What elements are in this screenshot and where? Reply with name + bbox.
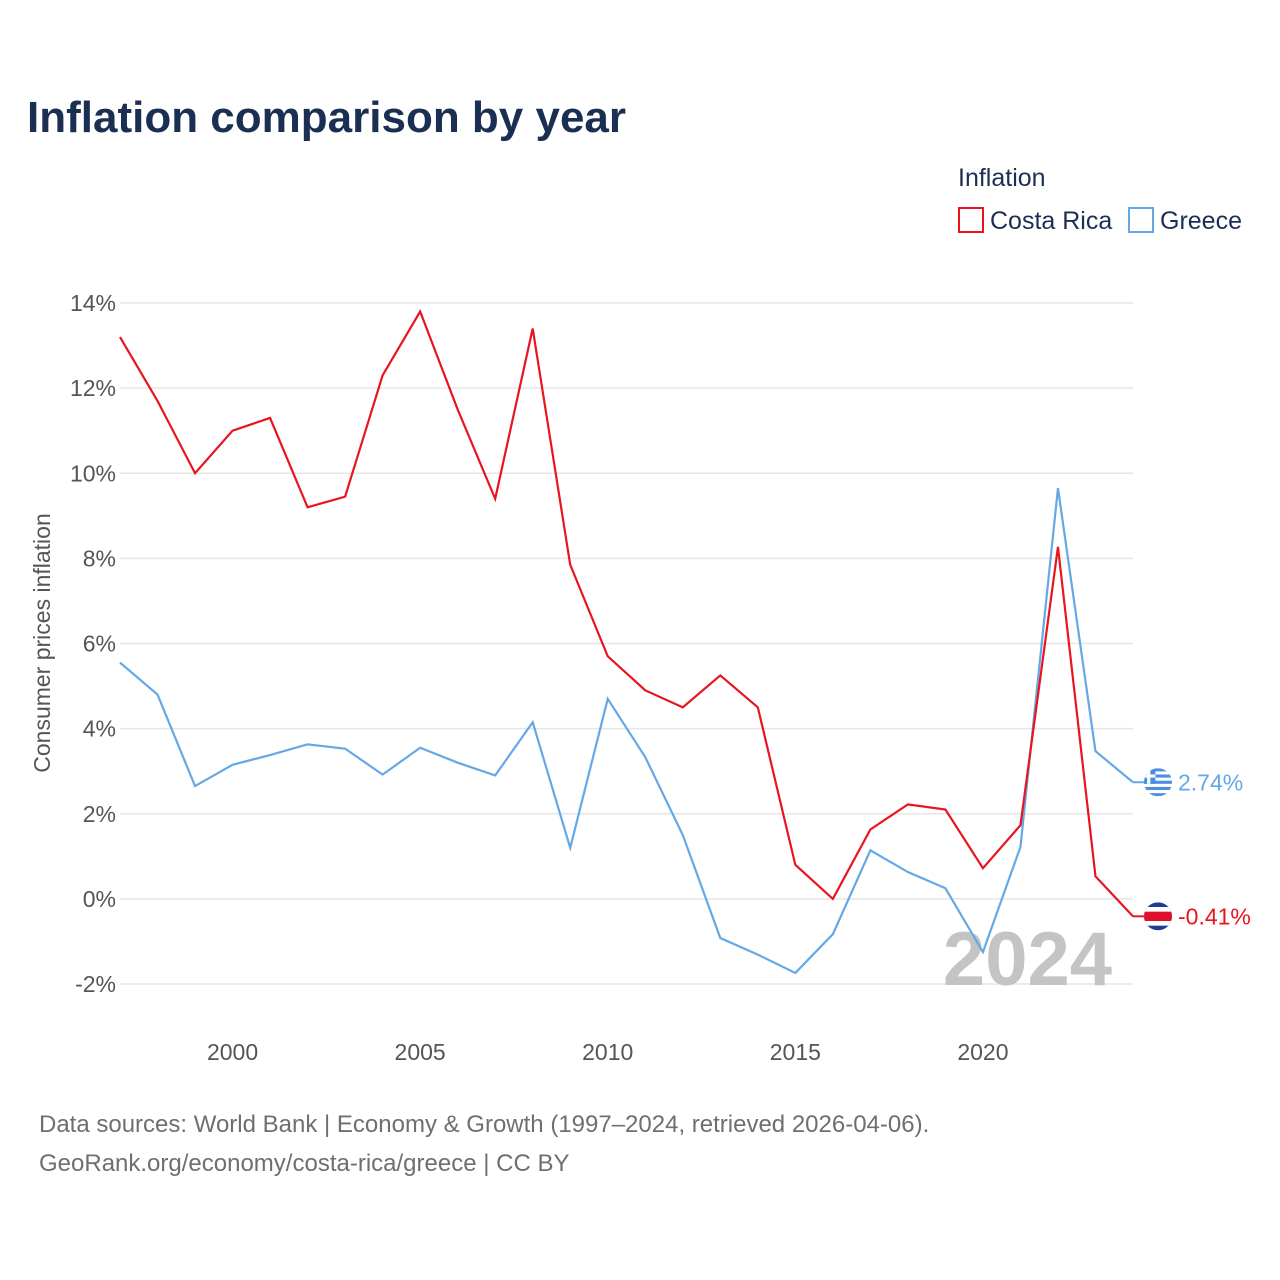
chart-title: Inflation comparison by year xyxy=(27,93,626,142)
y-tick-label: 10% xyxy=(70,460,116,486)
data-point-costa-rica xyxy=(117,334,123,340)
end-label-greece: 2.74% xyxy=(1178,769,1243,795)
legend-label-greece: Greece xyxy=(1160,207,1242,235)
data-point-costa-rica xyxy=(230,428,236,434)
x-tick-label: 2010 xyxy=(582,1039,633,1065)
y-tick-label: 2% xyxy=(83,801,116,827)
series-greece xyxy=(117,485,1134,976)
data-point-costa-rica xyxy=(530,326,536,332)
x-tick-label: 2005 xyxy=(395,1039,446,1065)
legend: Inflation Costa Rica Greece xyxy=(958,164,1242,235)
data-point-greece xyxy=(905,869,911,875)
data-point-costa-rica xyxy=(1055,544,1061,550)
data-point-greece xyxy=(867,847,873,853)
data-point-greece xyxy=(267,752,273,758)
data-point-costa-rica xyxy=(567,562,573,568)
data-point-costa-rica xyxy=(417,309,423,315)
data-point-costa-rica xyxy=(492,496,498,502)
data-point-greece xyxy=(980,949,986,955)
data-point-greece xyxy=(342,746,348,752)
y-axis-label: Consumer prices inflation xyxy=(29,513,55,773)
data-point-greece xyxy=(605,696,611,702)
data-point-costa-rica xyxy=(1092,873,1098,879)
data-point-costa-rica xyxy=(755,704,761,710)
data-point-greece xyxy=(1092,748,1098,754)
data-point-greece xyxy=(455,760,461,766)
data-point-greece xyxy=(117,660,123,666)
series-line-greece xyxy=(119,487,1134,975)
year-watermark: 2024 xyxy=(943,917,1112,1002)
data-point-greece xyxy=(755,952,761,958)
series-lines xyxy=(117,308,1134,976)
legend-swatch-greece xyxy=(1128,207,1154,233)
data-point-costa-rica xyxy=(267,415,273,421)
series-line-costa-rica xyxy=(119,308,1134,918)
data-point-costa-rica xyxy=(680,704,686,710)
end-label-costa-rica: -0.41% xyxy=(1178,903,1251,929)
data-point-greece xyxy=(792,970,798,976)
data-point-costa-rica xyxy=(830,896,836,902)
legend-swatch-costa-rica xyxy=(958,207,984,233)
series-costa-rica xyxy=(117,308,1134,918)
data-point-greece xyxy=(380,772,386,778)
data-point-costa-rica xyxy=(305,504,311,510)
data-point-greece xyxy=(680,832,686,838)
source-line-2: GeoRank.org/economy/costa-rica/greece | … xyxy=(39,1150,569,1177)
data-point-greece xyxy=(567,845,573,851)
data-point-costa-rica xyxy=(1017,822,1023,828)
data-point-costa-rica xyxy=(867,826,873,832)
data-point-greece xyxy=(942,885,948,891)
legend-title: Inflation xyxy=(958,164,1046,192)
x-axis-ticks: 2000 2005 2010 2015 2020 xyxy=(207,1039,1009,1065)
data-point-costa-rica xyxy=(942,806,948,812)
data-point-greece xyxy=(1017,844,1023,850)
y-axis-ticks: -2% 0% 2% 4% 6% 8% 10% 12% 14% xyxy=(70,290,116,997)
data-point-costa-rica xyxy=(342,494,348,500)
data-point-costa-rica xyxy=(605,653,611,659)
data-point-greece xyxy=(230,762,236,768)
data-point-costa-rica xyxy=(717,672,723,678)
y-tick-label: -2% xyxy=(75,971,116,997)
data-point-greece xyxy=(1055,485,1061,491)
data-point-costa-rica xyxy=(155,398,161,404)
y-tick-label: 0% xyxy=(83,886,116,912)
data-point-greece xyxy=(717,935,723,941)
grid xyxy=(120,302,1133,985)
data-point-costa-rica xyxy=(642,687,648,693)
data-point-costa-rica xyxy=(980,865,986,871)
x-tick-label: 2015 xyxy=(770,1039,821,1065)
data-point-greece xyxy=(830,931,836,937)
data-point-costa-rica xyxy=(380,372,386,378)
data-point-greece xyxy=(192,783,198,789)
source-line-1: Data sources: World Bank | Economy & Gro… xyxy=(39,1111,929,1138)
y-tick-label: 14% xyxy=(70,290,116,316)
x-tick-label: 2020 xyxy=(957,1039,1008,1065)
data-point-costa-rica xyxy=(905,801,911,807)
end-markers: -0.41% 2.74% xyxy=(1133,768,1251,931)
data-point-costa-rica xyxy=(455,406,461,412)
greece-flag xyxy=(1144,768,1172,797)
source-note: Data sources: World Bank | Economy & Gro… xyxy=(39,1111,929,1177)
data-point-costa-rica xyxy=(792,862,798,868)
data-point-greece xyxy=(155,692,161,698)
data-point-greece xyxy=(530,719,536,725)
data-point-greece xyxy=(492,772,498,778)
y-tick-label: 12% xyxy=(70,375,116,401)
legend-label-costa-rica: Costa Rica xyxy=(990,207,1112,235)
data-point-costa-rica xyxy=(192,470,198,476)
y-tick-label: 8% xyxy=(83,545,116,571)
data-point-greece xyxy=(642,754,648,760)
costa-rica-flag xyxy=(1144,902,1172,931)
data-point-greece xyxy=(417,745,423,751)
y-tick-label: 6% xyxy=(83,631,116,657)
y-tick-label: 4% xyxy=(83,716,116,742)
data-point-greece xyxy=(305,741,311,747)
x-tick-label: 2000 xyxy=(207,1039,258,1065)
